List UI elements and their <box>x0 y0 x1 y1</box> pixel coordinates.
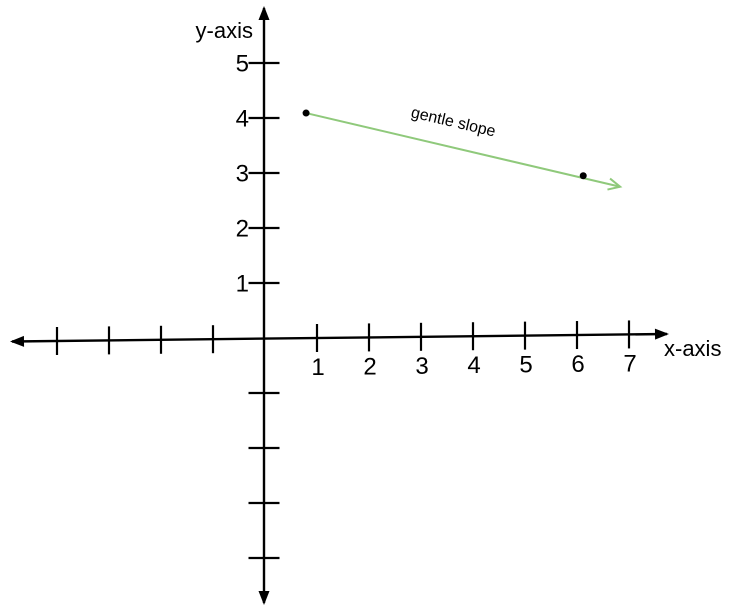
gentle-slope-arrowhead <box>607 177 623 191</box>
y-tick-label: 2 <box>236 216 249 243</box>
y-axis-label: y-axis <box>196 18 253 43</box>
y-tick-label: 4 <box>236 106 249 133</box>
axes-layer: 1 2 3 4 5 6 7 1 2 3 4 5 <box>10 6 669 605</box>
x-axis-left-arrowhead <box>10 335 25 347</box>
data-point <box>579 172 587 180</box>
x-tick-label: 5 <box>519 352 532 379</box>
x-tick-label: 7 <box>623 350 636 377</box>
y-tick-label: 1 <box>236 271 249 298</box>
x-tick-label: 1 <box>311 354 324 381</box>
data-point <box>302 109 310 117</box>
x-tick-label: 4 <box>467 352 480 379</box>
x-axis-label: x-axis <box>664 336 721 361</box>
y-tick-label: 5 <box>236 51 249 78</box>
x-axis-line <box>11 332 668 343</box>
x-axis-right-arrowhead <box>654 328 669 340</box>
x-tick-label: 3 <box>415 353 428 380</box>
y-axis-top-arrowhead <box>258 6 270 20</box>
x-tick-label: 6 <box>571 351 584 378</box>
gentle-slope-line <box>305 112 621 188</box>
series-annotation-gentle-slope: gentle slope <box>409 104 497 140</box>
y-axis-bottom-arrowhead <box>258 591 270 605</box>
y-tick-label: 3 <box>236 161 249 188</box>
series-layer <box>302 109 623 191</box>
x-tick-label: 2 <box>363 353 376 380</box>
